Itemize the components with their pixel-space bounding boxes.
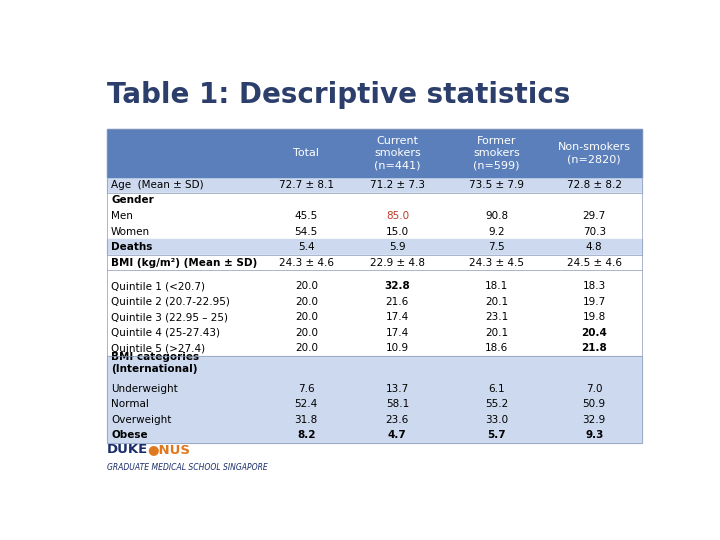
Text: 24.3 ± 4.6: 24.3 ± 4.6 xyxy=(279,258,334,268)
Text: 20.0: 20.0 xyxy=(294,296,318,307)
Text: 7.0: 7.0 xyxy=(586,384,603,394)
Bar xyxy=(107,381,642,396)
Text: BMI categories
(International): BMI categories (International) xyxy=(111,352,199,374)
Text: Deaths: Deaths xyxy=(111,242,153,252)
Text: 6.1: 6.1 xyxy=(488,384,505,394)
Text: Overweight: Overweight xyxy=(111,415,171,425)
Text: 85.0: 85.0 xyxy=(386,211,409,221)
Text: GRADUATE MEDICAL SCHOOL SINGAPORE: GRADUATE MEDICAL SCHOOL SINGAPORE xyxy=(107,463,268,472)
Text: ●NUS: ●NUS xyxy=(148,443,191,456)
Bar xyxy=(107,356,642,381)
Text: 4.8: 4.8 xyxy=(586,242,603,252)
Bar xyxy=(107,412,642,428)
Text: 70.3: 70.3 xyxy=(582,227,606,237)
Text: 22.9 ± 4.8: 22.9 ± 4.8 xyxy=(370,258,425,268)
Text: Quintile 5 (>27.4): Quintile 5 (>27.4) xyxy=(111,343,205,353)
Text: Men: Men xyxy=(111,211,133,221)
Bar xyxy=(107,396,642,412)
Text: Current
smokers
(n=441): Current smokers (n=441) xyxy=(374,136,420,170)
Bar xyxy=(107,325,642,340)
Bar xyxy=(107,278,642,294)
Text: 21.6: 21.6 xyxy=(386,296,409,307)
Text: Quintile 2 (20.7-22.95): Quintile 2 (20.7-22.95) xyxy=(111,296,230,307)
Text: 73.5 ± 7.9: 73.5 ± 7.9 xyxy=(469,180,524,190)
Text: 18.6: 18.6 xyxy=(485,343,508,353)
Text: 19.8: 19.8 xyxy=(582,312,606,322)
Bar xyxy=(107,294,642,309)
Text: Obese: Obese xyxy=(111,430,148,441)
Text: 5.4: 5.4 xyxy=(298,242,315,252)
Text: 20.1: 20.1 xyxy=(485,328,508,338)
Text: Quintile 3 (22.95 – 25): Quintile 3 (22.95 – 25) xyxy=(111,312,228,322)
Text: 18.3: 18.3 xyxy=(582,281,606,291)
Text: BMI (kg/m²) (Mean ± SD): BMI (kg/m²) (Mean ± SD) xyxy=(111,258,257,268)
Text: 23.6: 23.6 xyxy=(386,415,409,425)
Text: Non-smokers
(n=2820): Non-smokers (n=2820) xyxy=(558,142,631,164)
Text: Table 1: Descriptive statistics: Table 1: Descriptive statistics xyxy=(107,82,570,110)
Text: Age  (Mean ± SD): Age (Mean ± SD) xyxy=(111,180,204,190)
Bar xyxy=(107,224,642,239)
Text: 9.2: 9.2 xyxy=(488,227,505,237)
Text: Total: Total xyxy=(293,148,319,158)
Text: 20.0: 20.0 xyxy=(294,343,318,353)
Text: Gender: Gender xyxy=(111,195,154,205)
Text: 9.3: 9.3 xyxy=(585,430,603,441)
Text: 17.4: 17.4 xyxy=(386,312,409,322)
Text: 50.9: 50.9 xyxy=(582,399,606,409)
Text: 15.0: 15.0 xyxy=(386,227,409,237)
Bar xyxy=(107,208,642,224)
Text: 20.4: 20.4 xyxy=(581,328,607,338)
Text: 5.7: 5.7 xyxy=(487,430,505,441)
Text: 23.1: 23.1 xyxy=(485,312,508,322)
Text: Underweight: Underweight xyxy=(111,384,178,394)
Text: 58.1: 58.1 xyxy=(386,399,409,409)
Text: 19.7: 19.7 xyxy=(582,296,606,307)
Bar xyxy=(107,255,642,271)
Text: 90.8: 90.8 xyxy=(485,211,508,221)
Text: 52.4: 52.4 xyxy=(294,399,318,409)
Text: 17.4: 17.4 xyxy=(386,328,409,338)
Text: 32.8: 32.8 xyxy=(384,281,410,291)
Text: 21.8: 21.8 xyxy=(581,343,607,353)
Text: 54.5: 54.5 xyxy=(294,227,318,237)
Bar xyxy=(107,177,642,193)
Text: 18.1: 18.1 xyxy=(485,281,508,291)
Text: 32.9: 32.9 xyxy=(582,415,606,425)
Text: 20.0: 20.0 xyxy=(294,312,318,322)
Text: Normal: Normal xyxy=(111,399,149,409)
Text: 20.1: 20.1 xyxy=(485,296,508,307)
Text: 24.5 ± 4.6: 24.5 ± 4.6 xyxy=(567,258,621,268)
Text: 4.7: 4.7 xyxy=(388,430,407,441)
Text: 31.8: 31.8 xyxy=(294,415,318,425)
Text: 10.9: 10.9 xyxy=(386,343,409,353)
Bar xyxy=(107,340,642,356)
Text: DUKE: DUKE xyxy=(107,443,148,456)
Bar xyxy=(107,271,642,278)
Text: 20.0: 20.0 xyxy=(294,281,318,291)
Text: 72.8 ± 8.2: 72.8 ± 8.2 xyxy=(567,180,621,190)
Text: Women: Women xyxy=(111,227,150,237)
Text: 45.5: 45.5 xyxy=(294,211,318,221)
Text: 33.0: 33.0 xyxy=(485,415,508,425)
Bar xyxy=(107,309,642,325)
Bar xyxy=(107,129,642,177)
Text: 72.7 ± 8.1: 72.7 ± 8.1 xyxy=(279,180,334,190)
Text: Quintile 1 (<20.7): Quintile 1 (<20.7) xyxy=(111,281,205,291)
Text: 71.2 ± 7.3: 71.2 ± 7.3 xyxy=(370,180,425,190)
Text: 13.7: 13.7 xyxy=(386,384,409,394)
Text: 8.2: 8.2 xyxy=(297,430,315,441)
Text: 24.3 ± 4.5: 24.3 ± 4.5 xyxy=(469,258,524,268)
Text: 20.0: 20.0 xyxy=(294,328,318,338)
Text: 7.6: 7.6 xyxy=(298,384,315,394)
Text: 55.2: 55.2 xyxy=(485,399,508,409)
Text: 7.5: 7.5 xyxy=(488,242,505,252)
Bar xyxy=(107,428,642,443)
Text: Former
smokers
(n=599): Former smokers (n=599) xyxy=(473,136,520,170)
Text: 29.7: 29.7 xyxy=(582,211,606,221)
Text: 5.9: 5.9 xyxy=(389,242,405,252)
Bar xyxy=(107,239,642,255)
Text: Quintile 4 (25-27.43): Quintile 4 (25-27.43) xyxy=(111,328,220,338)
Bar xyxy=(107,193,642,208)
